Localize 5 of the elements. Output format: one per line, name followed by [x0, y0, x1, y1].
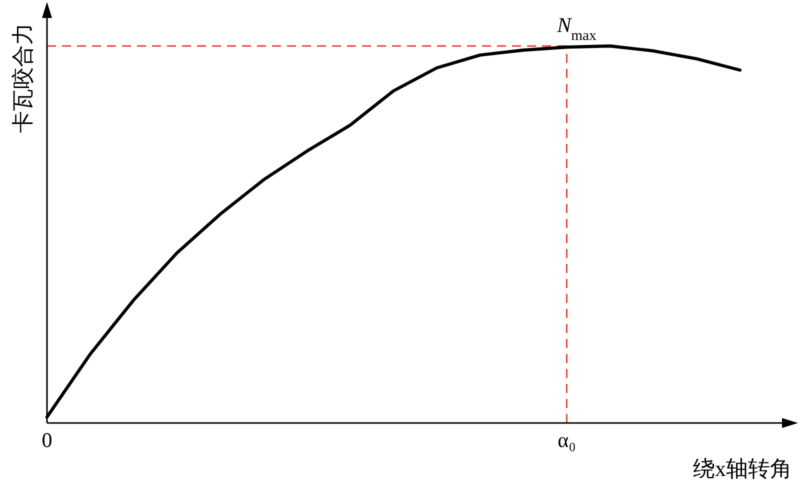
x-axis-title: 绕x轴转角	[693, 456, 792, 481]
x-tick-label: α₀	[558, 428, 576, 452]
annotation: N$_{max}$	[556, 13, 598, 44]
y-axis-title: 卡瓦咬合力	[10, 23, 35, 133]
x-tick-label: 0	[42, 428, 52, 452]
